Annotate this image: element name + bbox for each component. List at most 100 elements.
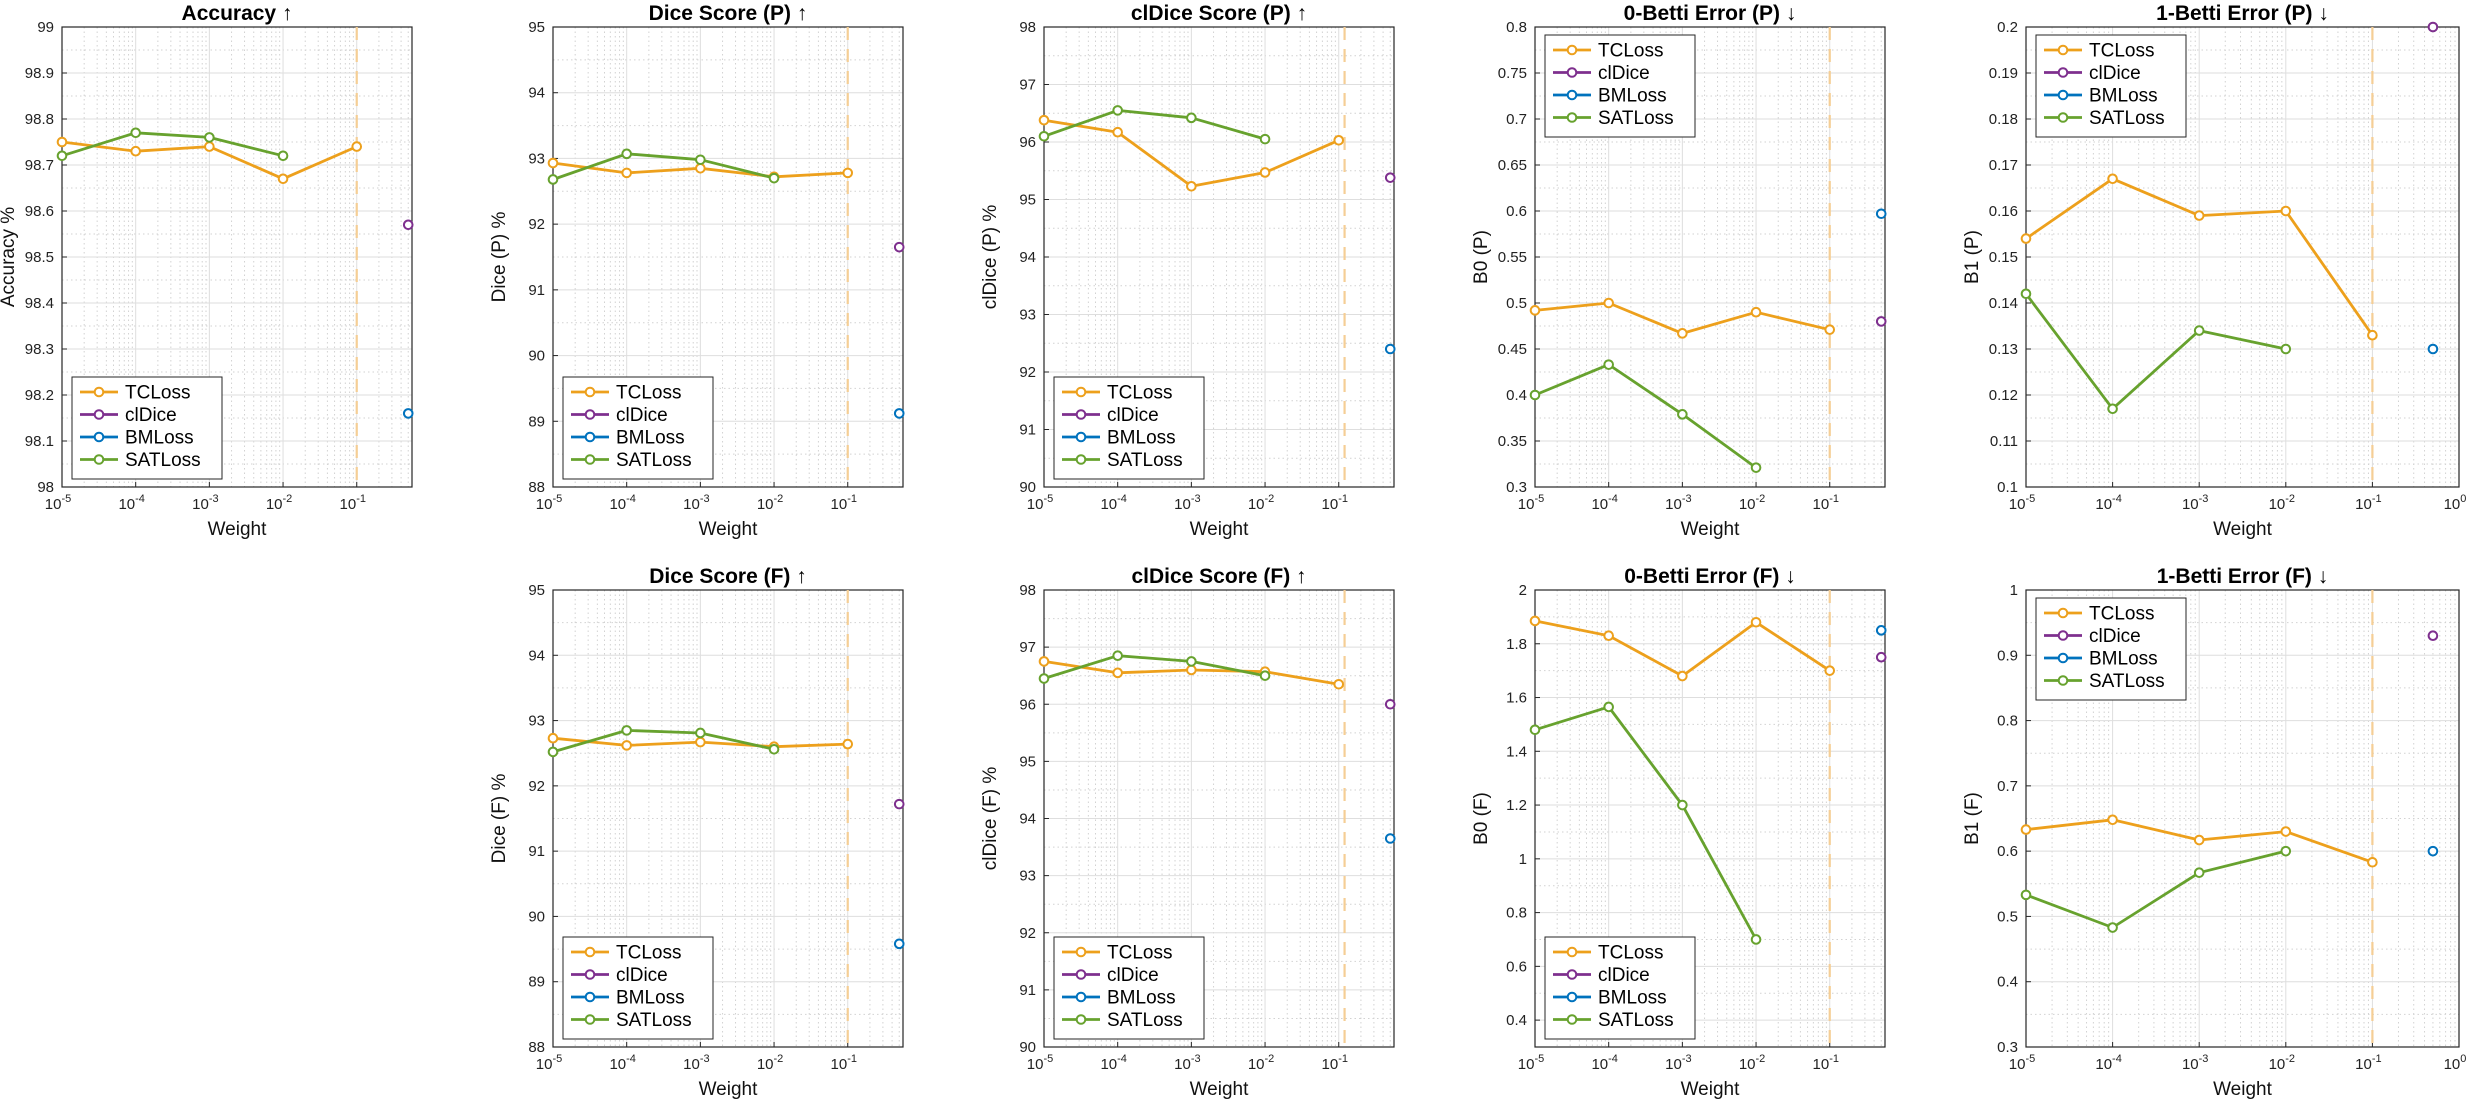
y-tick-label: 0.13 [1989, 341, 2018, 358]
legend-swatch-marker [584, 431, 596, 443]
y-tick-label: 88 [528, 479, 545, 496]
data-point-satloss [695, 727, 706, 739]
data-point-tcloss [204, 141, 215, 152]
chart-panel-9: 10-5 10-4 10-3 10-2 10-1 100 0.3 0.4 0.5 0.6 0.7 0.… [1962, 565, 2466, 1100]
series-line-satloss [1534, 705, 1758, 941]
data-point-satloss [2107, 922, 2118, 933]
y-tick-label: 0.19 [1989, 65, 2018, 82]
legend-label: SATLoss [1107, 1010, 1183, 1031]
chart-panel-7: 10-5 10-4 10-3 10-2 10-1 90 91 92 93 94 95 96 97 98 cl… [980, 565, 1396, 1100]
series-line-satloss [61, 131, 284, 158]
legend-swatch-marker [1566, 969, 1578, 980]
data-point-tcloss [1259, 167, 1271, 178]
data-point-tcloss [1824, 324, 1836, 335]
y-tick-label: 0.8 [1997, 713, 2018, 730]
y-axis-label: Dice (P) % [489, 212, 510, 303]
y-tick-label: 0.14 [1989, 295, 2018, 312]
y-tick-label: 0.5 [1997, 908, 2018, 925]
legend-swatch-marker [1566, 946, 1578, 958]
data-point-tcloss [2367, 856, 2378, 868]
x-tick-label: 10-4 [1100, 493, 1126, 513]
legend-label: clDice [616, 965, 668, 986]
y-tick-label: 0.4 [1997, 974, 2018, 991]
legend-swatch-marker [584, 991, 596, 1003]
chart-title: clDice Score (P) ↑ [1131, 2, 1307, 25]
legend-swatch-marker [1566, 89, 1578, 101]
legend-label: TCLoss [1598, 41, 1663, 62]
legend-swatch-marker [1566, 44, 1578, 56]
data-point-satloss [1677, 409, 1688, 420]
legend-swatch-marker [1075, 409, 1087, 420]
legend-swatch-marker [584, 1014, 596, 1025]
x-tick-label: 10-2 [1739, 493, 1765, 513]
data-point-satloss [204, 132, 215, 143]
y-tick-label: 91 [1019, 982, 1036, 999]
y-tick-label: 95 [1019, 192, 1036, 209]
legend-label: clDice [1598, 965, 1650, 986]
y-axis-label: Accuracy % [0, 207, 19, 307]
y-tick-label: 0.16 [1989, 203, 2018, 220]
x-tick-label: 10-2 [1739, 1053, 1765, 1073]
data-point-tcloss [1038, 114, 1050, 126]
data-point-tcloss [547, 732, 559, 744]
x-tick-label: 10-5 [2009, 493, 2035, 513]
data-point-satloss [56, 150, 68, 162]
x-tick-label: 10-5 [536, 493, 562, 513]
x-tick-label: 10-3 [2182, 1053, 2208, 1073]
data-point-satloss [621, 148, 632, 160]
legend-swatch-marker [584, 386, 596, 398]
legend-label: SATLoss [125, 450, 201, 471]
legend-label: SATLoss [1598, 1010, 1674, 1031]
y-tick-label: 92 [1019, 925, 1036, 942]
x-tick-label: 100 [2444, 1053, 2467, 1073]
data-point-tcloss [1677, 328, 1688, 339]
data-point-bmloss [1875, 208, 1887, 220]
y-tick-label: 90 [1019, 479, 1036, 496]
series-line-satloss [1043, 109, 1266, 141]
data-point-satloss [768, 172, 780, 184]
data-point-tcloss [1529, 615, 1541, 627]
data-point-bmloss [2427, 845, 2439, 857]
y-tick-label: 0.55 [1498, 249, 1527, 266]
x-axis-label: Weight [1190, 519, 1250, 540]
y-tick-label: 0.7 [1997, 778, 2018, 795]
y-tick-label: 1.8 [1506, 636, 1527, 653]
data-point-tcloss [1112, 126, 1123, 138]
data-point-tcloss [1186, 664, 1197, 676]
y-tick-label: 0.8 [1506, 905, 1527, 922]
data-point-satloss [695, 154, 706, 166]
legend-swatch-marker [2057, 67, 2069, 78]
data-point-tcloss [130, 145, 141, 157]
y-tick-label: 90 [1019, 1039, 1036, 1056]
y-tick-label: 2 [1519, 582, 1527, 599]
x-tick-label: 10-1 [1813, 493, 1839, 513]
x-tick-label: 10-2 [1248, 493, 1274, 513]
y-tick-label: 98 [1019, 582, 1036, 599]
legend-swatch-marker [2057, 675, 2069, 686]
data-point-bmloss [402, 408, 414, 419]
x-tick-label: 10-3 [683, 493, 709, 513]
y-tick-label: 0.15 [1989, 249, 2018, 266]
y-tick-label: 0.4 [1506, 1012, 1527, 1029]
legend-label: SATLoss [616, 450, 692, 471]
chart-panel-2: 10-5 10-4 10-3 10-2 10-1 88 89 90 91 92 93 94 95 Dice… [489, 2, 905, 540]
y-tick-label: 1.6 [1506, 690, 1527, 707]
legend-label: SATLoss [2089, 671, 2165, 692]
legend-label: BMLoss [125, 428, 194, 449]
data-point-satloss [2020, 288, 2032, 300]
x-axis-label: Weight [2213, 519, 2273, 540]
y-tick-label: 0.4 [1506, 387, 1527, 404]
y-tick-label: 0.11 [1990, 433, 2018, 450]
y-tick-label: 88 [528, 1039, 545, 1056]
y-axis-label: B0 (P) [1471, 230, 1492, 284]
x-tick-label: 10-2 [2269, 493, 2295, 513]
x-tick-label: 10-3 [1174, 493, 1200, 513]
x-tick-label: 10-4 [609, 1053, 635, 1073]
x-axis-label: Weight [208, 519, 268, 540]
data-point-satloss [1529, 389, 1541, 401]
data-point-tcloss [2020, 233, 2032, 244]
y-tick-label: 89 [528, 413, 545, 430]
